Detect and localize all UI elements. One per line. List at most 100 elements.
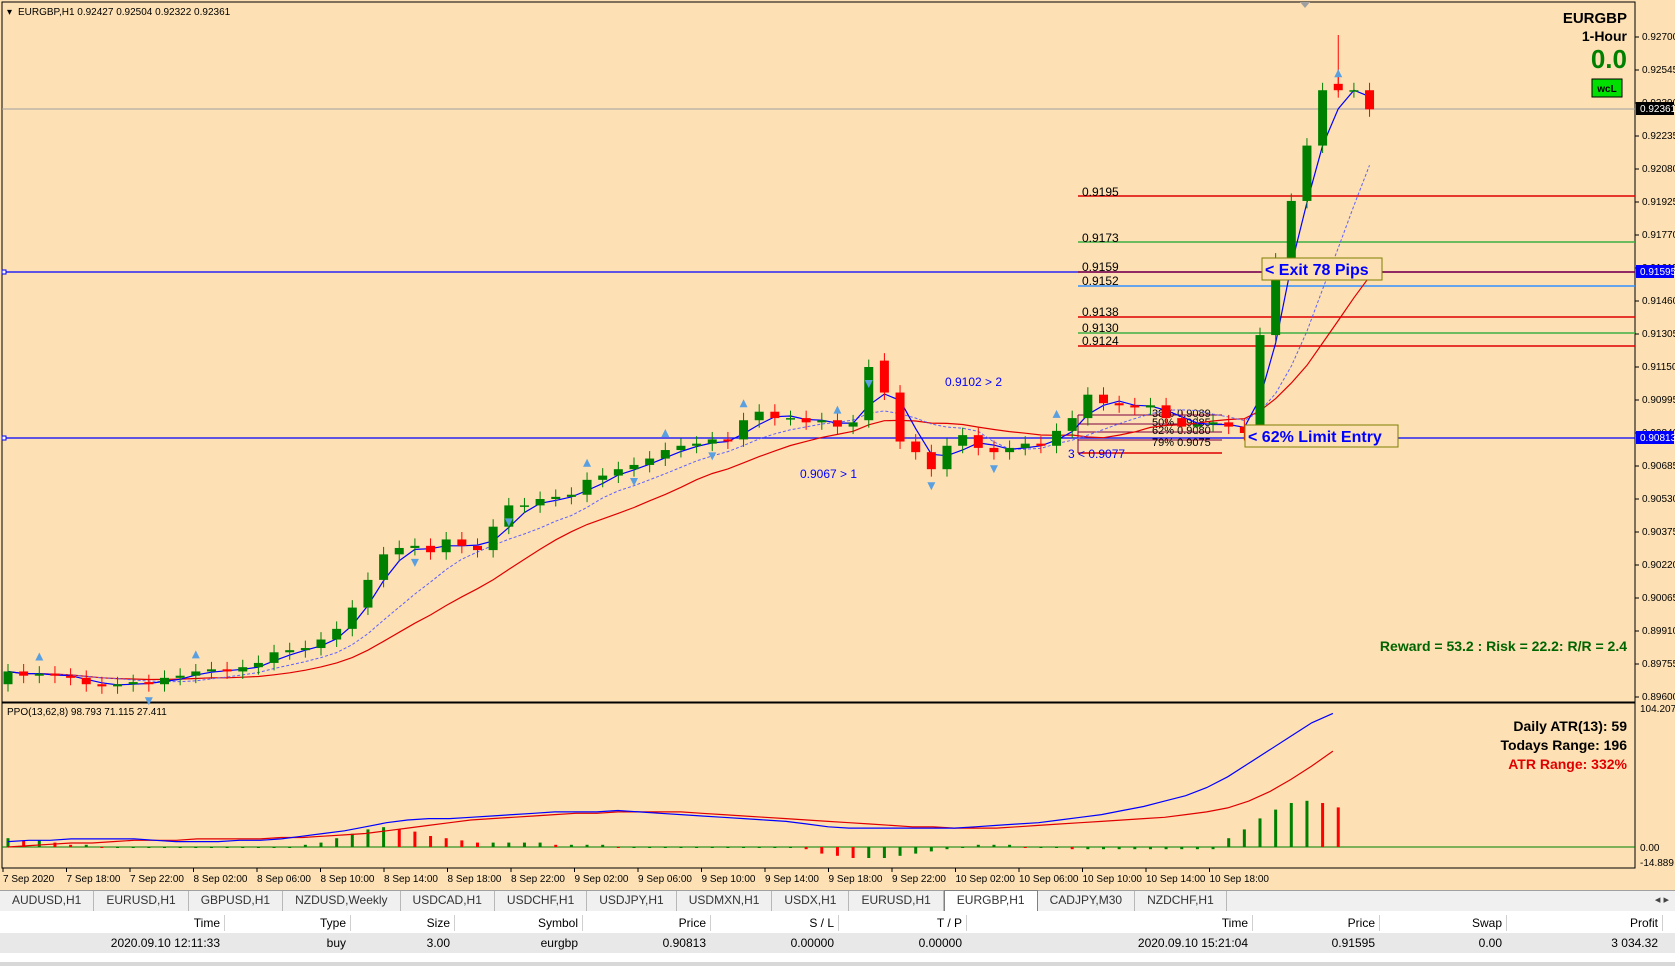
tab-gbpusd-h1[interactable]: GBPUSD,H1 [189, 891, 284, 911]
price-axis[interactable]: 0.927000.925450.923900.922350.920800.919… [1635, 32, 1675, 703]
time-tick-label: 10 Sep 10:00 [1083, 874, 1143, 885]
price-tick-label: 0.90685 [1642, 461, 1675, 472]
price-tick-label: 0.90375 [1642, 527, 1675, 538]
price-tick-label: 0.89910 [1642, 626, 1675, 637]
candle-body [566, 494, 576, 497]
time-tick-label: 9 Sep 02:00 [575, 874, 629, 885]
histogram-bar [476, 842, 479, 847]
tab-cadjpy-m30[interactable]: CADJPY,M30 [1038, 891, 1136, 911]
price-chart[interactable]: ▾ EURGBP,H1 0.92427 0.92504 0.92322 0.92… [0, 0, 1675, 885]
column-header[interactable]: Time [193, 916, 220, 930]
candle-body [128, 682, 138, 685]
current-price-tag [1636, 102, 1674, 115]
time-tick-label: 8 Sep 02:00 [194, 874, 248, 885]
exit-price-tag-text: 0.91595 [1640, 267, 1675, 278]
column-separator [1379, 915, 1380, 931]
tab-eurusd-h1[interactable]: EURUSD,H1 [94, 891, 189, 911]
histogram-bar [679, 847, 683, 848]
candle-body [316, 639, 326, 649]
candle-body [253, 662, 263, 668]
fractal-down-arrow-icon [708, 452, 717, 461]
tab-usdx-h1[interactable]: USDX,H1 [772, 891, 850, 911]
fib-label-79: 79% 0.9075 [1152, 437, 1211, 449]
price-tick-label: 0.92235 [1642, 131, 1675, 142]
column-separator [582, 915, 583, 931]
column-header[interactable]: T / P [936, 916, 962, 930]
candle-body [739, 420, 749, 440]
scroll-marker-icon [1300, 2, 1310, 8]
tab-usdcad-h1[interactable]: USDCAD,H1 [401, 891, 495, 911]
table-cell: 0.00000 [790, 936, 834, 950]
histogram-bar [397, 829, 401, 847]
histogram-bar [710, 847, 714, 848]
candle-body [817, 420, 827, 423]
column-header[interactable]: S / L [809, 916, 834, 930]
column-header[interactable]: Swap [1471, 916, 1502, 930]
time-tick-label: 9 Sep 06:00 [638, 874, 692, 885]
histogram-bar [569, 844, 573, 847]
price-tick-label: 0.90220 [1642, 560, 1675, 571]
candle-body [379, 554, 389, 580]
level-label-9130: 0.9130 [1082, 321, 1119, 335]
histogram-bar [178, 847, 182, 848]
time-axis[interactable]: 7 Sep 2020 7 Sep 18:00 7 Sep 22:00 8 Sep 02… [2, 868, 1269, 885]
histogram-bar [961, 847, 965, 848]
histogram-bar [789, 847, 792, 848]
tab-scroll-arrows-icon[interactable]: ◂ ▸ [1654, 894, 1669, 906]
column-separator [454, 915, 455, 931]
candle-body [1083, 394, 1093, 419]
entry-label-box[interactable] [1244, 424, 1399, 448]
histogram-bar [319, 842, 323, 847]
histogram-bar [256, 847, 260, 848]
column-header[interactable]: Price [678, 916, 706, 930]
price-tick-label: 0.89755 [1642, 659, 1675, 670]
column-separator [1662, 915, 1663, 931]
chart-window[interactable]: ▾ EURGBP,H1 0.92427 0.92504 0.92322 0.92… [0, 0, 1675, 885]
level-label-9173: 0.9173 [1082, 231, 1119, 245]
candle-body [1318, 90, 1328, 146]
candle-body [66, 675, 76, 678]
candle-body [504, 505, 514, 527]
ppo-signal-line [7, 750, 1334, 848]
tab-usdmxn-h1[interactable]: USDMXN,H1 [677, 891, 773, 911]
candle-body [3, 671, 13, 685]
price-tick-label: 0.90995 [1642, 395, 1675, 406]
tab-nzdchf-h1[interactable]: NZDCHF,H1 [1135, 891, 1227, 911]
entry-line-handle[interactable] [1, 435, 7, 441]
wcl-badge[interactable] [1591, 78, 1623, 98]
tab-usdchf-h1[interactable]: USDCHF,H1 [495, 891, 588, 911]
table-cell: eurgbp [540, 936, 578, 950]
column-header[interactable]: Size [426, 916, 450, 930]
tab-nzdusd-weekly[interactable]: NZDUSD,Weekly [283, 891, 401, 911]
tab-eurusd-h1[interactable]: EURUSD,H1 [849, 891, 944, 911]
candle-body [19, 671, 29, 676]
price-tick-label: 0.92080 [1642, 164, 1675, 175]
exit-price-tag [1636, 265, 1674, 278]
window-menu-icon[interactable]: ▾ [7, 7, 12, 18]
wcl-badge-label: wcL [1596, 84, 1616, 95]
candle-body [551, 496, 561, 499]
column-header[interactable]: Time [1221, 916, 1248, 930]
tab-audusd-h1[interactable]: AUDUSD,H1 [0, 891, 95, 911]
target-levels: 0.9195 0.9173 0.9159 0.9152 0.9138 0.913… [1078, 185, 1635, 348]
indicator-label: PPO(13,62,8) 98.793 71.115 27.411 [7, 707, 167, 718]
column-header[interactable]: Profit [1629, 916, 1658, 930]
fractal-up-arrow-icon [1334, 69, 1343, 78]
histogram-bar [225, 847, 229, 848]
column-header[interactable]: Symbol [537, 916, 578, 930]
table-row[interactable]: 2020.09.10 12:11:33 buy 3.00 eurgbp 0.90813 0… [0, 933, 1675, 953]
histogram-bar [1055, 847, 1059, 848]
tab-eurgbp-h1[interactable]: EURGBP,H1 [943, 890, 1038, 913]
histogram-bar [272, 847, 276, 848]
histogram-bar [163, 847, 166, 848]
exit-label: < Exit 78 Pips [1265, 262, 1369, 279]
candle-body [238, 667, 248, 672]
column-header[interactable]: Price [1347, 916, 1375, 930]
exit-label-box[interactable] [1261, 257, 1383, 281]
candle-body [457, 539, 467, 546]
column-header[interactable]: Type [319, 916, 346, 930]
fractal-down-arrow-icon [864, 380, 873, 389]
candle-body [1255, 335, 1265, 433]
exit-line-handle[interactable] [1, 269, 7, 275]
tab-usdjpy-h1[interactable]: USDJPY,H1 [587, 891, 677, 911]
